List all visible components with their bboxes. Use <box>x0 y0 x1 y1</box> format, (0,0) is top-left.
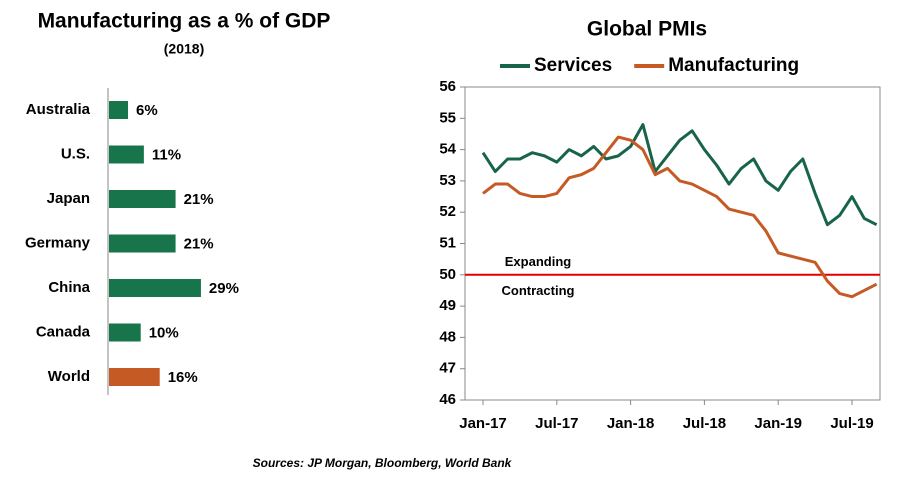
y-tick-label: 51 <box>439 234 456 251</box>
data-label: 29% <box>209 280 239 297</box>
line-series <box>482 135 878 299</box>
data-label: 16% <box>168 369 198 386</box>
x-tick-label: Jul-19 <box>830 415 873 432</box>
annotation: Expanding <box>505 254 572 269</box>
legend-label: Manufacturing <box>668 55 799 76</box>
annotation: Contracting <box>502 283 575 298</box>
legend-label: Services <box>534 55 612 76</box>
y-tick-label: 48 <box>439 328 456 345</box>
data-label: 11% <box>152 146 181 163</box>
bar <box>109 101 129 119</box>
plot-frame <box>464 86 881 401</box>
x-tick-label: Jan-17 <box>459 415 507 432</box>
category-label: China <box>48 279 90 296</box>
x-tick-label: Jan-19 <box>754 415 802 432</box>
bar <box>109 190 176 208</box>
bar <box>109 234 176 253</box>
y-tick-label: 52 <box>439 203 456 220</box>
category-label: U.S. <box>61 145 90 162</box>
bar <box>109 368 160 386</box>
y-tick-label: 54 <box>439 141 456 158</box>
data-label: 6% <box>136 102 158 119</box>
source: Sources: JP Morgan, Bloomberg, World Ban… <box>253 456 513 470</box>
x-tick-label: Jul-18 <box>683 415 726 432</box>
chart-title: Manufacturing as a % of GDP <box>38 10 331 33</box>
line-series <box>481 123 878 227</box>
x-tick-label: Jul-17 <box>535 415 578 432</box>
bar <box>109 279 201 297</box>
category-label: Japan <box>47 190 90 207</box>
data-label: 10% <box>149 324 179 341</box>
chart-subtitle: (2018) <box>164 41 204 57</box>
bar <box>109 323 141 342</box>
category-label: World <box>48 368 90 385</box>
category-label: Canada <box>36 323 91 340</box>
bar <box>109 145 144 164</box>
x-tick-label: Jan-18 <box>607 415 655 432</box>
y-tick-label: 46 <box>439 391 456 408</box>
y-tick-label: 47 <box>439 360 456 377</box>
data-label: 21% <box>184 235 214 252</box>
y-tick-label: 49 <box>439 297 456 314</box>
y-tick-label: 56 <box>439 78 456 95</box>
y-tick-label: 53 <box>439 172 456 189</box>
data-label: 21% <box>184 191 214 208</box>
category-label: Australia <box>26 101 91 118</box>
y-tick-label: 55 <box>439 109 456 126</box>
category-label: Germany <box>25 234 91 251</box>
y-tick-label: 50 <box>439 266 456 283</box>
chart-title: Global PMIs <box>587 18 707 41</box>
